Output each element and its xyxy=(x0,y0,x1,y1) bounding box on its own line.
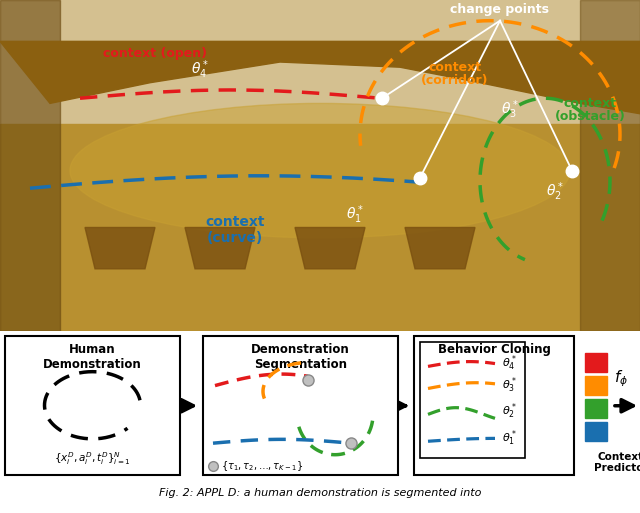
FancyBboxPatch shape xyxy=(5,336,180,475)
Bar xyxy=(585,422,607,441)
Polygon shape xyxy=(405,227,475,269)
Text: $\theta_1^*$: $\theta_1^*$ xyxy=(346,204,364,226)
Text: Context
Predictor: Context Predictor xyxy=(594,451,640,473)
Text: context: context xyxy=(563,97,616,110)
Bar xyxy=(0,124,640,331)
Text: Fig. 2: APPL D: a human demonstration is segmented into: Fig. 2: APPL D: a human demonstration is… xyxy=(159,488,481,498)
FancyBboxPatch shape xyxy=(420,342,525,458)
Text: $\theta_2^*$: $\theta_2^*$ xyxy=(546,181,564,204)
Text: Behavior Cloning: Behavior Cloning xyxy=(438,343,550,357)
Polygon shape xyxy=(0,42,640,114)
Ellipse shape xyxy=(70,104,570,238)
Bar xyxy=(0,0,60,331)
Text: $f_\phi$: $f_\phi$ xyxy=(614,368,628,389)
Polygon shape xyxy=(185,227,255,269)
Text: Human
Demonstration: Human Demonstration xyxy=(43,343,142,371)
Text: change points: change points xyxy=(451,3,550,15)
Text: $\theta_4^*$: $\theta_4^*$ xyxy=(191,59,209,82)
Text: context (open): context (open) xyxy=(103,47,207,60)
Polygon shape xyxy=(295,227,365,269)
Bar xyxy=(585,399,607,418)
Polygon shape xyxy=(85,227,155,269)
Text: context: context xyxy=(205,215,265,229)
Text: $\{x_i^D, a_i^D, t_i^D\}_{i=1}^N$: $\{x_i^D, a_i^D, t_i^D\}_{i=1}^N$ xyxy=(54,450,131,467)
Text: Demonstration
Segmentation: Demonstration Segmentation xyxy=(251,343,350,371)
Text: context: context xyxy=(428,61,481,74)
Text: (curve): (curve) xyxy=(207,231,263,245)
Bar xyxy=(580,0,640,331)
Text: $\theta_3^*$: $\theta_3^*$ xyxy=(501,98,519,121)
Text: (corridor): (corridor) xyxy=(421,74,489,87)
Text: $\theta_1^*$: $\theta_1^*$ xyxy=(502,428,516,448)
Bar xyxy=(0,0,640,124)
Text: $\theta_4^*$: $\theta_4^*$ xyxy=(502,354,516,373)
Text: $\{\tau_1, \tau_2, \ldots, \tau_{K-1}\}$: $\{\tau_1, \tau_2, \ldots, \tau_{K-1}\}$ xyxy=(221,459,303,473)
Bar xyxy=(585,353,607,372)
FancyBboxPatch shape xyxy=(414,336,574,475)
FancyBboxPatch shape xyxy=(203,336,398,475)
Text: $\theta_2^*$: $\theta_2^*$ xyxy=(502,402,516,421)
Text: $\theta_3^*$: $\theta_3^*$ xyxy=(502,376,516,396)
Text: (obstacle): (obstacle) xyxy=(555,110,625,123)
Bar xyxy=(585,376,607,395)
